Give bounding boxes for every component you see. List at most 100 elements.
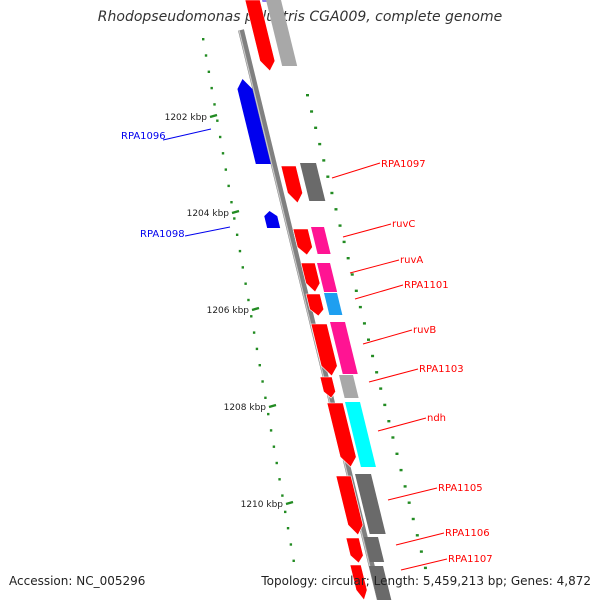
gene-arrow-forward [326, 402, 357, 468]
gene-label-forward: RPA1101 [404, 280, 449, 291]
scale-labels: 1202 kbp 1204 kbp 1206 kbp 1208 kbp 1210 kbp [165, 113, 294, 510]
gene-arrow-forward [345, 537, 364, 564]
minor-tick [207, 70, 211, 73]
minor-tick [269, 429, 273, 432]
cog-category-block [311, 227, 331, 254]
minor-tick [255, 347, 259, 351]
minor-tick [275, 461, 278, 465]
outer-tick [338, 224, 342, 227]
major-tick [285, 500, 294, 506]
outer-tick [354, 289, 358, 292]
outer-tick [322, 159, 326, 162]
minor-tick [235, 233, 239, 236]
gene-arrow-forward [319, 376, 336, 399]
outer-tick [330, 191, 334, 195]
outer-tick [306, 94, 309, 97]
outer-tick [415, 534, 419, 537]
map-title: Rhodopseudomonas palustris CGA009, compl… [97, 9, 503, 25]
minor-tick [227, 184, 230, 188]
minor-tick [289, 543, 293, 546]
gene-labels: RPA1096 RPA1098 RPA1097 ruvC ruvA RPA1101 ruvB… [121, 128, 493, 571]
scale-ticks-inner [202, 38, 295, 562]
scale-label: 1208 kbp [224, 403, 267, 413]
minor-tick [252, 331, 256, 334]
gene-label-forward: RPA1105 [438, 483, 483, 494]
minor-tick [281, 494, 284, 497]
gene-arrow-forward [310, 323, 338, 377]
scale-label: 1210 kbp [241, 500, 284, 510]
gene-arrow-forward [244, 0, 276, 72]
outer-tick [407, 501, 411, 504]
minor-tick [202, 38, 205, 41]
outer-tick [358, 305, 362, 309]
gene-label-forward: RPA1103 [419, 364, 464, 375]
gene-label-forward: ruvA [400, 255, 423, 266]
minor-tick [261, 380, 264, 383]
gene-label-reverse: RPA1098 [140, 229, 185, 240]
scale-label: 1204 kbp [187, 209, 230, 219]
minor-tick [244, 282, 247, 285]
minor-tick [233, 217, 236, 220]
minor-tick [241, 266, 244, 269]
cog-category-block [364, 537, 385, 562]
gene-leader-line [400, 558, 448, 571]
gene-label-forward: RPA1106 [445, 528, 490, 539]
gene-leader-line [331, 162, 381, 179]
cog-category-block [330, 322, 358, 374]
gene-label-forward: RPA1107 [448, 554, 493, 565]
gene-label-forward: ruvB [413, 325, 436, 336]
genome-summary-text: Topology: circular; Length: 5,459,213 bp… [261, 574, 591, 588]
gene-arrow-forward [335, 475, 364, 536]
minor-tick [213, 103, 216, 106]
minor-tick [292, 559, 295, 562]
scale-label: 1202 kbp [165, 113, 208, 123]
cog-category-block [339, 375, 359, 398]
outer-tick [375, 371, 379, 374]
outer-tick [350, 273, 354, 276]
gene-leader-line [342, 223, 392, 238]
minor-tick [247, 298, 250, 302]
gene-arrow-forward [305, 293, 325, 317]
gene-arrow-forward [300, 262, 321, 293]
gene-leader-line [387, 487, 438, 501]
minor-tick [230, 201, 233, 204]
outer-tick [391, 436, 395, 439]
minor-tick [264, 396, 267, 399]
minor-tick [204, 54, 208, 57]
outer-tick [419, 550, 423, 553]
outer-tick [403, 485, 407, 488]
outer-tick [314, 126, 318, 129]
outer-tick [423, 566, 427, 570]
minor-tick [258, 364, 261, 367]
major-tick [231, 209, 240, 215]
gene-arrow-reverse [264, 211, 281, 228]
gene-arrow-forward [280, 165, 303, 204]
major-tick [209, 113, 218, 119]
minor-tick [272, 445, 276, 448]
outer-tick [371, 354, 375, 358]
outer-tick [342, 240, 346, 244]
minor-tick [238, 249, 242, 253]
gene-leader-line [184, 226, 231, 237]
major-tick [268, 403, 277, 409]
cog-category-block [324, 293, 343, 315]
cog-category-block [266, 0, 298, 66]
minor-tick [218, 135, 222, 139]
cog-category-block [300, 163, 326, 201]
gene-leader-line [349, 259, 400, 274]
minor-tick [224, 168, 228, 171]
outer-tick [367, 338, 371, 341]
scale-label: 1206 kbp [207, 306, 250, 316]
minor-tick [267, 412, 270, 416]
outer-tick [318, 142, 322, 146]
outer-tick [379, 387, 383, 390]
gene-leader-line [362, 329, 413, 345]
minor-tick [284, 510, 287, 514]
gene-leader-line [162, 128, 212, 141]
gene-label-forward: ruvC [392, 219, 415, 230]
outer-tick [326, 175, 330, 178]
gene-features [237, 0, 392, 600]
cog-category-block [345, 402, 376, 467]
scale-ticks-outer [306, 94, 427, 570]
